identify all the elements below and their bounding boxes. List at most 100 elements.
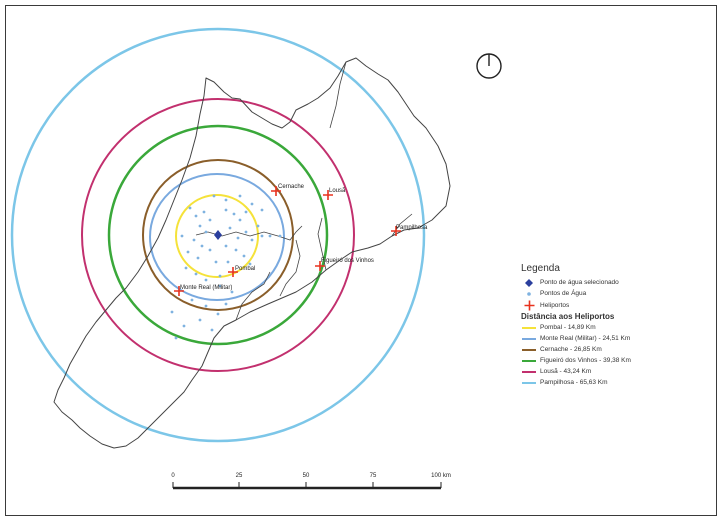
water-point (170, 310, 174, 314)
buffer-monte-real (149, 173, 285, 301)
water-point (260, 234, 264, 238)
plane-icon (323, 190, 333, 200)
legend-distance-item: Monte Real (Militar) - 24,51 Km (521, 333, 711, 344)
internal-border (329, 61, 347, 129)
scale-tick-label: 100 km (431, 473, 451, 479)
water-point (194, 272, 198, 276)
plane-icon (271, 186, 281, 196)
legend-distance-item: Pombal - 14,89 Km (521, 322, 711, 333)
heliport-label: Pombal (235, 266, 255, 272)
water-point (198, 224, 202, 228)
line-swatch (522, 359, 536, 362)
scale-tick-label: 0 (171, 473, 175, 479)
water-point (218, 284, 222, 288)
internal-border (279, 239, 301, 297)
water-point (208, 248, 212, 252)
water-point (202, 210, 206, 214)
water-point (224, 244, 228, 248)
water-point (250, 238, 254, 242)
water-point (226, 260, 230, 264)
water-point (242, 254, 246, 258)
water-point (174, 336, 178, 340)
legend-distance-label: Figueiró dos Vinhos - 39,38 Km (540, 357, 631, 364)
legend-distance-label: Pampilhosa - 65,63 Km (540, 379, 608, 386)
buffer-cernache (142, 159, 294, 311)
water-point (216, 312, 220, 316)
scale-tick-label: 25 (236, 473, 243, 479)
water-point (190, 298, 194, 302)
legend-distance-item: Figueiró dos Vinhos - 39,38 Km (521, 355, 711, 366)
heliport-cernache (271, 186, 281, 196)
water-points (170, 194, 282, 340)
legend-item-heliports: Heliportos (521, 300, 711, 311)
line-swatch (522, 348, 536, 351)
water-point (200, 244, 204, 248)
legend-distance-label: Pombal - 14,89 Km (540, 324, 596, 331)
scale-tick-label: 50 (303, 473, 310, 479)
water-point (204, 230, 208, 234)
water-point (244, 230, 248, 234)
water-point (236, 236, 240, 240)
diamond-icon (525, 278, 533, 287)
heliport-pombal (228, 267, 238, 277)
heliport-label: Monte Real (Militar) (180, 285, 232, 291)
selected-water-point (214, 230, 222, 240)
water-point (218, 274, 222, 278)
heliport-pampilhosa (391, 226, 401, 236)
water-point (238, 218, 242, 222)
scale-bar: 0 25 50 75 100 km (171, 473, 451, 490)
legend-item-selected-point: Ponto de água selecionado (521, 277, 711, 288)
map-frame (5, 5, 717, 516)
buffer-pampilhosa (10, 27, 426, 443)
line-swatch (522, 370, 536, 373)
line-swatch (522, 326, 536, 329)
line-swatch (522, 337, 536, 340)
water-point (256, 224, 260, 228)
line-swatch (522, 381, 536, 384)
plane-icon (228, 267, 238, 277)
heliport-label: Lousã (329, 188, 346, 194)
water-point (260, 208, 264, 212)
internal-border (235, 271, 271, 321)
plane-icon (315, 261, 325, 271)
north-arrow-icon (476, 53, 502, 79)
water-point (248, 262, 252, 266)
water-point (184, 266, 188, 270)
water-point (224, 302, 228, 306)
heliport-label: Pampilhosa (396, 225, 428, 231)
legend-distance-title: Distância aos Heliportos (521, 312, 615, 321)
water-point (180, 234, 184, 238)
water-point (194, 214, 198, 218)
water-point (230, 290, 234, 294)
legend-item-label: Pontos de Água (540, 290, 587, 297)
water-point (188, 206, 192, 210)
legend-distance-label: Monte Real (Militar) - 24,51 Km (540, 335, 631, 342)
legend-distance-label: Lousã - 43,24 Km (540, 368, 592, 375)
water-point (244, 210, 248, 214)
water-point (210, 328, 214, 332)
water-point (278, 234, 282, 238)
water-point (212, 194, 216, 198)
heliport-lousa (323, 190, 333, 200)
water-point (208, 218, 212, 222)
water-point (198, 318, 202, 322)
legend-distance-item: Pampilhosa - 65,63 Km (521, 377, 711, 388)
buffer-figueiro (107, 124, 329, 346)
plane-icon (524, 300, 534, 311)
region-outline (53, 57, 451, 449)
water-point (228, 226, 232, 230)
water-point (250, 202, 254, 206)
internal-border (195, 225, 303, 241)
plane-icon (174, 286, 184, 296)
water-point (224, 208, 228, 212)
legend-distance-item: Lousã - 43,24 Km (521, 366, 711, 377)
heliport-monte-real (174, 286, 184, 296)
legend-distance-label: Cernache - 26,85 Km (540, 346, 602, 353)
heliport-label: Figueiró dos Vinhos (321, 258, 374, 264)
internal-border (391, 213, 413, 237)
water-point (214, 260, 218, 264)
water-point (204, 304, 208, 308)
water-point (192, 238, 196, 242)
heliport-label: Cernache (278, 184, 305, 190)
